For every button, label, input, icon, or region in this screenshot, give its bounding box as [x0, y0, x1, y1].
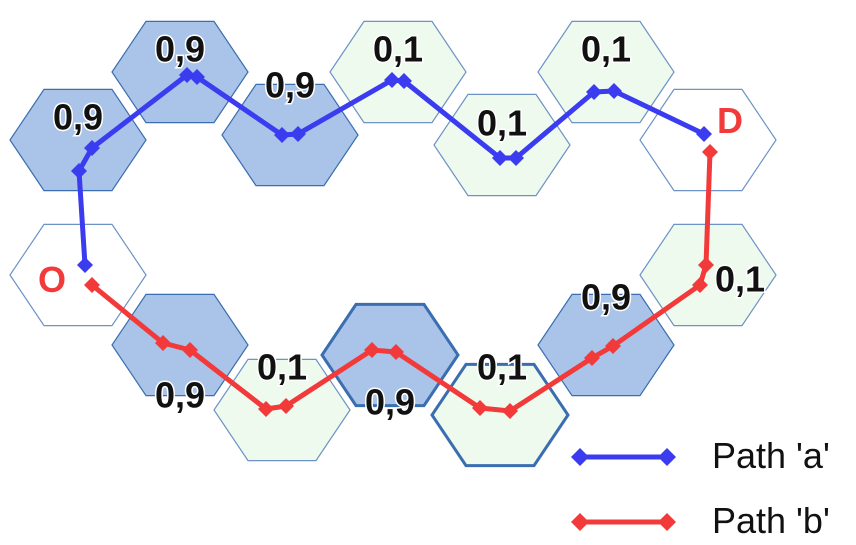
path-a-marker	[492, 150, 508, 166]
path-b-marker	[692, 277, 708, 293]
hex-cell-value-label: 0,9	[53, 97, 103, 138]
hex-cell-value-label: 0,1	[715, 259, 765, 300]
origin-label: O	[38, 259, 66, 300]
hex-cell-value-label: 0,1	[257, 347, 307, 388]
hex-cell-value-label: 0,9	[581, 277, 631, 318]
path-b-marker	[584, 350, 600, 366]
path-a-marker	[189, 69, 205, 85]
path-b-marker	[502, 403, 518, 419]
path-b-marker	[702, 144, 718, 160]
hex-cell-value-label: 0,1	[477, 103, 527, 144]
path-b-marker	[364, 342, 380, 358]
path-b-marker	[605, 338, 621, 354]
legend-path-b-marker	[571, 513, 589, 531]
paths	[71, 67, 718, 419]
hex-cell-low	[433, 93, 571, 197]
path-a-marker	[586, 84, 602, 100]
path-a-marker	[606, 83, 622, 99]
path-b-marker	[278, 398, 294, 414]
path-a-marker	[290, 126, 306, 142]
cell-labels: 0,9 0,9 0,9 0,1 0,1 0,1 0,9 0,1 0,9 0,1 0,9 0,1	[51, 27, 766, 424]
hex-cell-high	[9, 88, 147, 192]
legend-item-path-a: Path 'a'	[571, 435, 830, 476]
path-a-marker	[696, 126, 712, 142]
path-b-marker	[84, 277, 100, 293]
path-a-marker	[384, 72, 400, 88]
path-b-line	[90, 151, 713, 414]
legend-path-a-marker	[571, 448, 589, 466]
path-b	[84, 144, 718, 419]
hex-cell-value-label: 0,9	[265, 65, 315, 106]
hex-cell-value-label: 0,9	[155, 375, 205, 416]
destination-label: D	[717, 100, 743, 141]
path-a-marker	[84, 140, 100, 156]
path-a-marker	[274, 127, 290, 143]
path-a-line	[76, 72, 706, 266]
path-b-marker	[472, 400, 488, 416]
legend-item-path-b: Path 'b'	[571, 500, 830, 541]
hex-grid	[9, 20, 777, 468]
path-b-marker	[388, 344, 404, 360]
legend-path-b-marker	[658, 513, 676, 531]
path-b-marker	[258, 401, 274, 417]
hex-cell-value-label: 0,1	[373, 29, 423, 70]
path-b-marker	[182, 342, 198, 358]
path-b-marker	[698, 257, 714, 273]
legend: Path 'a' Path 'b'	[571, 435, 830, 541]
hex-cell-high	[111, 20, 249, 124]
hex-cell-value-label: 0,9	[365, 382, 415, 423]
path-a-marker	[508, 150, 524, 166]
hex-cell-value-label: 0,1	[477, 347, 527, 388]
path-a-marker	[396, 73, 412, 89]
hex-cell-low	[430, 362, 570, 468]
hex-cell-value-label: 0,9	[155, 29, 205, 70]
hex-cell-empty	[639, 88, 777, 192]
hex-cell-value-label: 0,1	[581, 29, 631, 70]
legend-path-b-label: Path 'b'	[712, 500, 830, 541]
path-a-marker	[77, 257, 93, 273]
path-b-marker	[155, 335, 171, 351]
legend-path-a-marker	[658, 448, 676, 466]
hex-cell-high	[320, 302, 460, 408]
legend-path-a-label: Path 'a'	[712, 435, 830, 476]
path-a	[71, 67, 712, 273]
hex-cell-low	[537, 20, 675, 124]
path-a-marker	[71, 163, 87, 179]
